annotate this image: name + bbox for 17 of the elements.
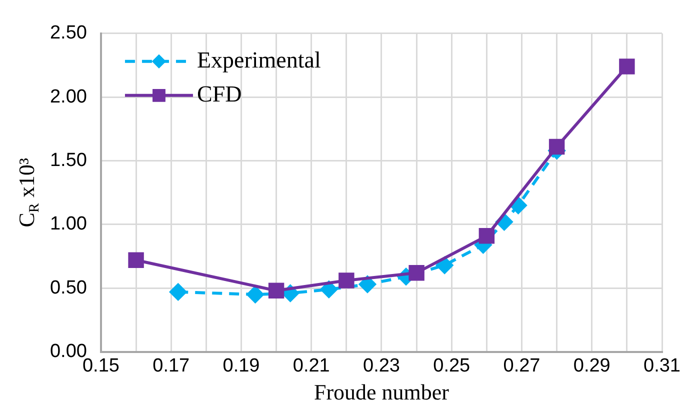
y-tick-label: 2.00	[50, 86, 87, 108]
y-axis-title: CR x10³	[14, 158, 42, 228]
x-tick-label: 0.31	[644, 355, 680, 376]
y-tick-label: 1.50	[50, 150, 87, 171]
legend-label: CFD	[196, 81, 242, 106]
x-tick-label: 0.27	[503, 355, 540, 376]
x-tick-label: 0.19	[222, 355, 260, 376]
x-tick-label: 0.25	[433, 355, 470, 376]
x-tick-label: 0.21	[292, 355, 330, 376]
y-tick-label: 1.00	[50, 214, 87, 235]
x-axis-title: Froude number	[314, 380, 450, 405]
x-tick-label: 0.17	[152, 355, 190, 376]
x-tick-label: 0.23	[363, 355, 400, 376]
y-tick-label: 2.50	[50, 22, 87, 44]
y-tick-label: 0.50	[50, 277, 87, 298]
x-tick-label: 0.29	[573, 355, 610, 376]
legend-label: Experimental	[196, 47, 321, 72]
